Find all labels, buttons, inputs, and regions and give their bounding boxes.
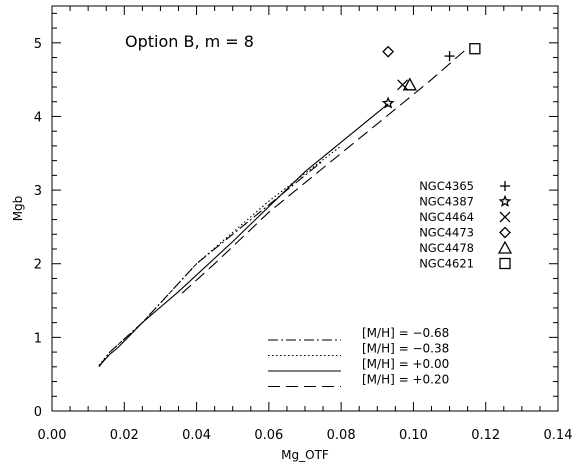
legend-point-label: NGC4473 [419,226,474,240]
x-tick-label: 0.08 [327,428,356,443]
legend-point-label: NGC4464 [419,210,474,224]
legend-point-label: NGC4387 [419,195,474,209]
data-point-ngc4365 [444,51,455,62]
legend-marker-triangle [497,240,513,254]
legend-point-label: NGC4365 [419,179,474,193]
legend-lines: [M/H] = −0.68 [M/H] = −0.38[M/H] = +0.00 [… [268,326,449,388]
legend-marker-square [499,257,511,270]
x-tick-label: 0.02 [110,428,139,443]
chart-annotation: Option B, m = 8 [125,32,254,51]
legend-line-label: [M/H] = −0.68 [362,326,449,340]
series-lines [98,47,468,368]
plot-frame [51,5,559,412]
x-tick-label: 0.14 [544,428,573,443]
y-tick-label: 3 [34,184,42,199]
y-tick-label: 0 [34,405,42,420]
series-line-dashdot [98,160,324,368]
y-tick-label: 1 [34,331,42,346]
y-tick-label: 5 [34,37,42,52]
legend-point-label: NGC4478 [419,241,474,255]
series-line-dashed [181,47,468,294]
y-tick-label: 4 [34,110,42,125]
x-axis-label: Mg_OTF [281,448,329,462]
y-tick-label: 2 [34,258,42,273]
legend-line-label: [M/H] = −0.38 [362,342,449,356]
data-point-ngc4478 [402,77,417,91]
series-line-solid [98,103,389,367]
y-axis-label: Mgb [11,196,25,222]
legend-marker-cross [499,211,511,223]
x-tick-label: 0.10 [399,428,428,443]
x-tick-label: 0.04 [182,428,211,443]
legend-line-label: [M/H] = +0.00 [362,357,449,371]
legend-line-label: [M/H] = +0.20 [362,373,449,387]
legend-marker-plus [500,181,510,191]
legend-marker-diamond [499,226,511,239]
data-point-ngc4621 [469,43,481,55]
data-points [381,43,481,109]
x-tick-label: 0.06 [254,428,283,443]
legend-marker-star [498,194,512,207]
tick-labels: 0.00 0.02 0.04 0.06 0.08 0.10 0.12 0.14 0 1 2 3 4 5 [34,37,573,443]
series-line-dotted [98,145,342,366]
data-point-ngc4387 [381,96,395,109]
legend-point-label: NGC4621 [419,257,474,271]
axis-ticks [51,6,559,412]
data-point-ngc4473 [382,45,395,58]
x-tick-label: 0.00 [38,428,67,443]
x-tick-label: 0.12 [471,428,500,443]
data-point-ngc4464 [397,79,409,91]
